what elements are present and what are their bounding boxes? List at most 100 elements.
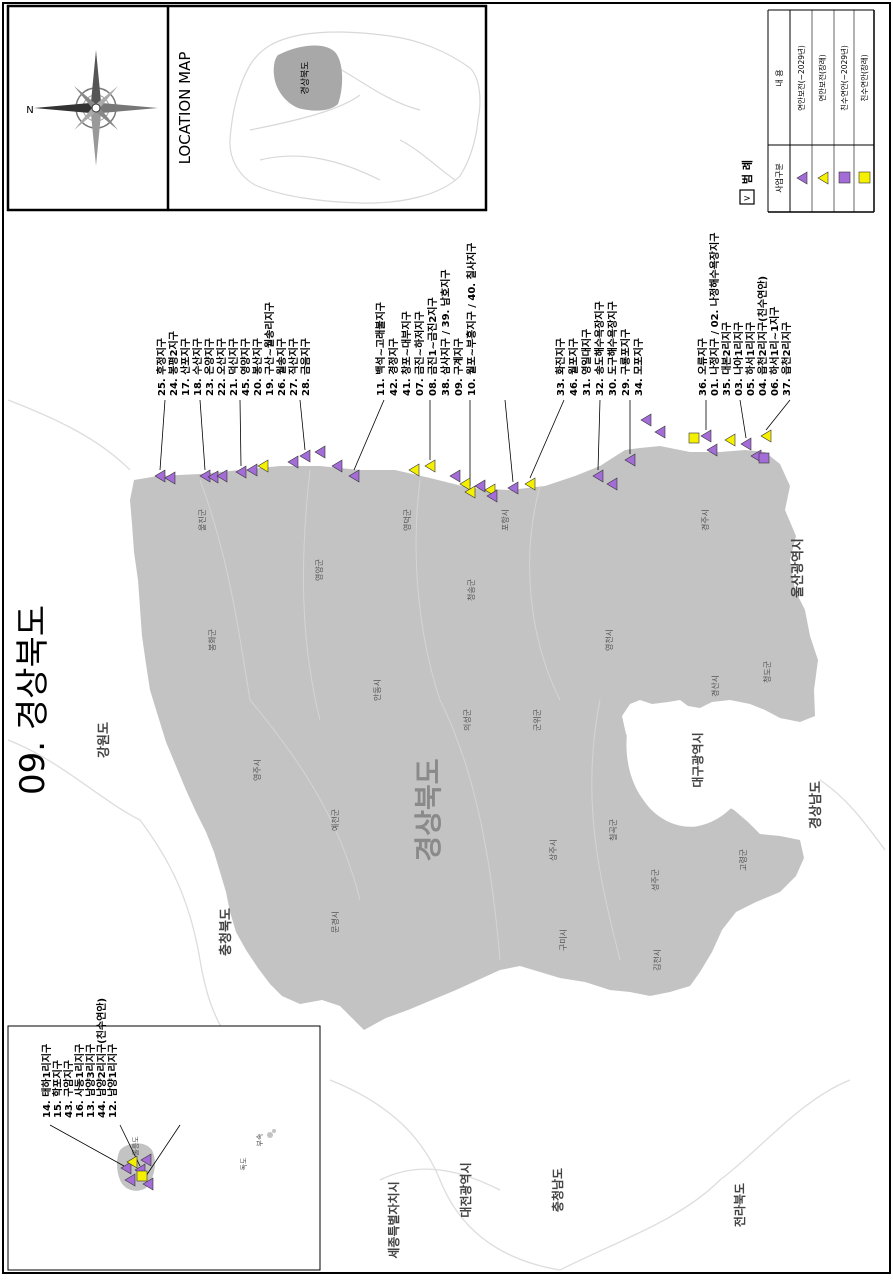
- coastal-site-triangle-marker: [592, 469, 604, 483]
- coastal-site-triangle-marker: [706, 443, 718, 457]
- county-label: 군위군: [533, 709, 542, 731]
- site-label-gyeongju: 04. 읍천2리지구(친수연안): [756, 276, 769, 396]
- county-label: 예천군: [330, 809, 340, 831]
- coastal-site-triangle-marker: [654, 425, 666, 439]
- county-label: 의성군: [462, 709, 472, 731]
- neighbor-label: 대전광역시: [458, 1162, 473, 1217]
- site-label-ulleung: 12. 남양1리지구: [106, 1044, 119, 1118]
- site-label-north: 25. 후정지구: [155, 338, 168, 396]
- coastal-site-triangle-marker: [640, 413, 652, 427]
- svg-text:>: >: [743, 194, 751, 204]
- coastal-site-triangle-marker: [424, 459, 436, 473]
- legend-item-label: 친수연안(~2029년): [839, 45, 849, 111]
- coastal-site-triangle-marker: [486, 489, 498, 503]
- county-label: 청도군: [763, 661, 772, 683]
- site-label-ulleung: 44. 남양2리지구(친수연안): [95, 998, 108, 1118]
- county-label: 영주시: [252, 759, 262, 781]
- leader-line: [529, 399, 565, 479]
- north-label: N: [26, 105, 33, 116]
- legend-symbol-1: [796, 171, 808, 185]
- legend-item-label: 연안보전(장래): [817, 54, 827, 101]
- site-label-ulleung: 13. 남양3리지구: [84, 1044, 97, 1118]
- neighbor-label: 대구광역시: [690, 732, 705, 787]
- neighbor-label: 경상남도: [808, 781, 824, 829]
- coastal-site-triangle-marker: [257, 459, 269, 473]
- ulleung-site-triangle-marker: [126, 1155, 138, 1169]
- site-label-gyeongju: 03. 나아1리지구: [732, 322, 745, 396]
- neighbor-label: 충청남도: [550, 1168, 565, 1212]
- ulleung-label: 울릉도: [132, 1136, 140, 1156]
- site-label-gyeongju: 01. 나정지구 / 02. 나정해수욕장지구: [708, 233, 721, 396]
- county-label: 경주시: [700, 509, 710, 531]
- neighbor-label: 울산광역시: [790, 538, 806, 598]
- site-label-north: 45. 영양지구: [239, 338, 252, 396]
- coastal-site-triangle-marker: [606, 477, 618, 491]
- county-boundaries: [199, 469, 621, 961]
- county-label: 안동시: [372, 679, 382, 701]
- site-label-north: 26. 월송지구: [275, 338, 288, 396]
- coastal-site-triangle-marker: [154, 469, 166, 483]
- county-label: 청송군: [467, 579, 476, 601]
- header-panel: N LOCATION MAP 경상북도: [6, 4, 488, 212]
- coastal-site-triangle-marker: [507, 481, 519, 495]
- site-label-north: 24. 봉평2지구: [167, 331, 180, 396]
- labels-layer: 09. 경상북도 범 례 사업구분 내 용 연안보전(~2029년) 연안보전(장래) 친수…: [13, 45, 869, 1259]
- neighbor-label: 전라북도: [732, 1183, 747, 1227]
- site-label-yeongdeok: 41. 창포~대부지구: [400, 311, 413, 396]
- leader-line: [765, 399, 791, 431]
- location-map-highlight-label: 경상북도: [299, 61, 311, 94]
- site-label-north: 18. 수산지구: [191, 338, 204, 396]
- coastal-site-triangle-marker: [724, 433, 736, 447]
- site-label-north: 19. 구산~월송리지구: [263, 302, 276, 396]
- coastal-site-triangle-marker: [624, 453, 636, 467]
- legend-item-label: 친수연안(장래): [859, 54, 869, 101]
- county-label: 문경시: [330, 911, 340, 933]
- site-label-pohang: 29. 구룡포지구: [619, 329, 632, 396]
- main-region-label: 경상북도: [412, 758, 445, 861]
- county-label: 포항시: [501, 509, 510, 531]
- site-label-pohang: 46. 월포지구: [567, 338, 580, 396]
- site-label-gyeongju: 36. 오류지구: [696, 338, 709, 396]
- legend-col-content: 내 용: [775, 69, 784, 86]
- site-label-pohang: 32. 송도해수욕장지구: [593, 301, 606, 396]
- location-map-title: LOCATION MAP: [176, 52, 194, 165]
- county-label: 영양군: [314, 559, 324, 581]
- coastal-site-triangle-marker: [474, 479, 486, 493]
- site-label-north: 21. 덕신지구: [227, 338, 240, 396]
- coastal-site-triangle-marker: [464, 485, 476, 499]
- legend-heading: 범 례: [740, 160, 754, 184]
- coastal-site-triangle-marker: [408, 463, 420, 477]
- site-label-north: 22. 오산지구: [215, 338, 228, 396]
- legend-symbol-4: [858, 171, 871, 184]
- coastal-site-triangle-marker: [700, 429, 712, 443]
- legend: >: [739, 9, 875, 213]
- site-label-ulleung: 15. 학포지구: [51, 1060, 64, 1118]
- county-label: 칠곡군: [609, 819, 618, 841]
- leader-line: [504, 399, 514, 483]
- site-label-north: 23. 온양지구: [203, 338, 216, 396]
- coastal-site-triangle-marker: [348, 469, 360, 483]
- county-label: 고령군: [739, 849, 748, 871]
- legend-symbol-3: [838, 171, 851, 184]
- coastal-site-triangle-marker: [164, 471, 176, 485]
- site-label-pohang: 34. 모포지구: [632, 338, 645, 396]
- site-label-ulleung: 14. 태하1리지구: [40, 1044, 53, 1118]
- site-label-yeongdeok: 09. 구계지구: [452, 338, 465, 396]
- county-label: 김천시: [652, 949, 662, 971]
- dokdo-label: 독도: [240, 1157, 248, 1170]
- site-label-pohang: 30. 도구해수욕장지구: [606, 301, 619, 396]
- county-label: 영덕군: [402, 509, 412, 531]
- location-map-outline: [229, 31, 481, 204]
- site-label-north: 17. 산포지구: [179, 338, 192, 396]
- county-label: 영천시: [604, 629, 614, 651]
- coastal-site-triangle-marker: [287, 455, 299, 469]
- site-label-pohang: 33. 화진지구: [554, 338, 567, 396]
- legend-item-label: 연안보전(~2029년): [796, 45, 806, 111]
- site-label-yeongdeok: 10. 월포~부흥지구 / 40. 칠사지구: [465, 243, 478, 396]
- site-label-gyeongju: 05. 하서1리지구: [744, 322, 757, 396]
- ulleung-site-triangle-marker: [140, 1153, 152, 1167]
- site-label-yeongdeok: 11. 백석~고래불지구: [374, 302, 387, 396]
- coastal-site-triangle-marker: [331, 459, 343, 473]
- site-label-north: 28. 금음지구: [299, 338, 312, 396]
